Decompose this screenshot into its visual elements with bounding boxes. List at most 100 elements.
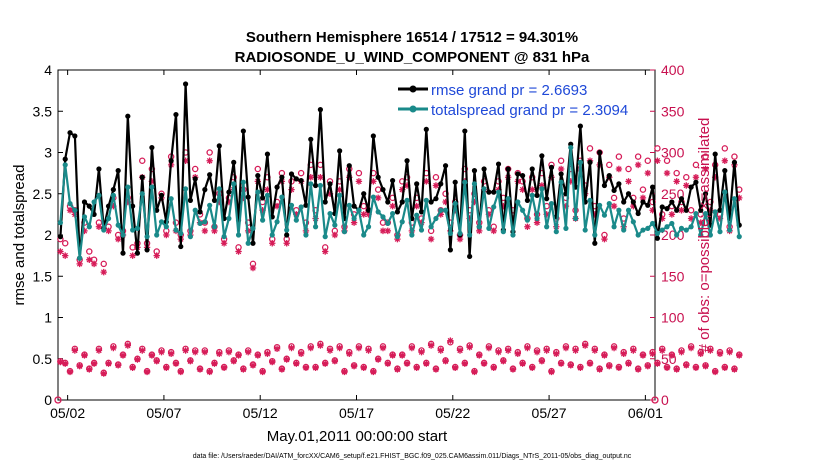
obs-assimilated-point: [389, 202, 396, 210]
obs-zero-marker-left: [54, 396, 62, 404]
rmse-point: [81, 199, 88, 205]
obs-assimilated-point-lower: [167, 350, 175, 357]
obs-zero-marker-right: [651, 396, 659, 404]
totalspread-point: [168, 196, 174, 202]
obs-assimilated-point: [471, 198, 478, 206]
x-axis-label: May.01,2011 00:00:00 start: [267, 428, 448, 445]
obs-possible-point: [86, 248, 93, 255]
totalspread-point: [462, 179, 468, 185]
totalspread-point: [587, 197, 593, 203]
obs-assimilated-point: [322, 248, 329, 255]
obs-assimilated-point-lower: [586, 360, 594, 367]
obs-assimilated-point: [350, 219, 358, 226]
rmse-point: [62, 156, 68, 162]
totalspread-point: [414, 212, 420, 218]
rmse-point: [452, 179, 458, 185]
totalspread-point: [308, 181, 314, 187]
totalspread-point: [322, 234, 328, 240]
totalspread-point: [337, 192, 343, 198]
rmse-point: [110, 187, 116, 193]
obs-assimilated-point-lower: [355, 344, 363, 352]
obs-assimilated-point: [702, 165, 709, 173]
obs-assimilated-point-lower: [187, 358, 194, 365]
obs-possible-point: [654, 145, 661, 152]
rmse-point: [621, 199, 627, 205]
obs-possible-point: [702, 153, 709, 160]
totalspread-point: [264, 192, 271, 198]
totalspread-point: [346, 202, 352, 208]
totalspread-point: [394, 234, 401, 240]
obs-assimilated-point-lower: [379, 344, 387, 352]
obs-possible-point: [625, 165, 632, 173]
rmse-point: [197, 209, 203, 215]
y-tick-label-left: 2.5: [33, 186, 53, 202]
rmse-point: [414, 181, 420, 187]
rmse-point: [548, 164, 555, 170]
totalspread-point: [702, 210, 709, 217]
totalspread-point: [173, 227, 179, 233]
obs-assimilated-point-lower: [158, 348, 165, 356]
totalspread-point: [640, 227, 646, 233]
obs-assimilated-point-lower: [649, 350, 656, 357]
totalspread-point: [144, 234, 150, 240]
obs-assimilated-point: [211, 227, 218, 235]
totalspread-point: [274, 219, 280, 225]
totalspread-point: [332, 222, 338, 228]
y-tick-label-right: 100: [661, 310, 685, 326]
rmse-point: [260, 195, 266, 201]
obs-assimilated-point-lower: [731, 366, 738, 373]
totalspread-point: [467, 232, 473, 238]
totalspread-point: [592, 232, 598, 238]
obs-assimilated-point-lower: [514, 350, 521, 357]
obs-assimilated-point-lower: [225, 348, 233, 356]
totalspread-point: [67, 201, 73, 207]
totalspread-point: [101, 227, 107, 233]
x-tick-label: 05/02: [50, 405, 85, 421]
obs-assimilated-point: [736, 194, 743, 202]
obs-assimilated-point-lower: [620, 350, 627, 357]
totalspread-point: [664, 224, 670, 230]
totalspread-point: [731, 196, 738, 202]
obs-assimilated-point-lower: [659, 347, 666, 354]
obs-assimilated-point-lower: [57, 358, 64, 366]
totalspread-point: [269, 232, 275, 238]
rmse-point: [601, 182, 608, 189]
obs-assimilated-point: [634, 161, 642, 169]
rmse-point: [231, 159, 237, 165]
rmse-point: [717, 207, 723, 213]
obs-assimilated-point-lower: [182, 347, 189, 354]
obs-assimilated-point-lower: [336, 344, 343, 352]
obs-assimilated-point: [379, 227, 387, 235]
obs-assimilated-point-lower: [293, 360, 300, 367]
x-tick-label: 05/17: [339, 405, 374, 421]
rmse-point: [72, 133, 78, 139]
obs-assimilated-point-lower: [567, 362, 574, 369]
rmse-point: [303, 202, 309, 208]
totalspread-point: [500, 229, 506, 235]
obs-assimilated-point-lower: [341, 368, 348, 376]
obs-assimilated-point-lower: [408, 344, 416, 352]
obs-assimilated-point-lower: [630, 347, 637, 354]
y-tick-label-right: 300: [661, 145, 685, 161]
totalspread-point: [81, 214, 88, 220]
obs-assimilated-point-lower: [702, 362, 709, 370]
totalspread-point: [678, 225, 685, 231]
obs-assimilated-point: [423, 178, 430, 185]
rmse-point: [293, 176, 299, 182]
totalspread-point: [163, 224, 169, 230]
obs-assimilated-point: [384, 227, 391, 235]
totalspread-point: [110, 192, 116, 198]
obs-assimilated-point: [466, 215, 473, 222]
obs-assimilated-point: [62, 252, 69, 259]
totalspread-point: [471, 181, 478, 187]
obs-assimilated-point-lower: [90, 360, 98, 367]
rmse-point: [674, 207, 680, 213]
obs-assimilated-point: [105, 227, 112, 235]
obs-possible-point: [254, 165, 262, 173]
obs-assimilated-point-lower: [399, 352, 406, 359]
rmse-line: [59, 82, 741, 260]
obs-assimilated-point: [678, 207, 685, 214]
rmse-point: [130, 203, 136, 209]
rmse-point: [630, 199, 636, 205]
